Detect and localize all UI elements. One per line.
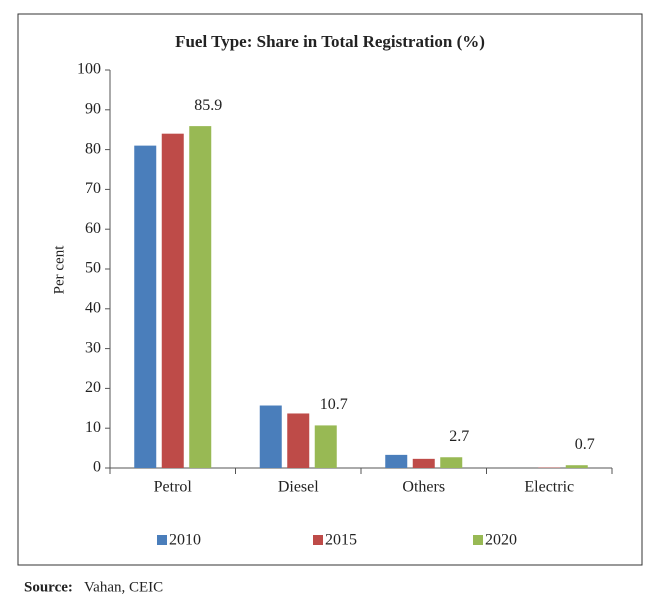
data-label: 10.7 xyxy=(320,396,348,413)
bar xyxy=(189,126,212,469)
bar xyxy=(412,458,435,468)
y-tick-label: 0 xyxy=(93,459,101,476)
y-tick-label: 80 xyxy=(85,140,101,157)
data-label: 0.7 xyxy=(575,436,595,453)
chart-frame xyxy=(17,13,643,566)
bar xyxy=(259,405,282,468)
source: Vahan, CEIC xyxy=(84,579,163,595)
x-tick-label: Petrol xyxy=(154,479,193,496)
y-axis-label: Per cent xyxy=(51,245,67,295)
y-tick-label: 40 xyxy=(85,299,101,316)
legend-label: 2020 xyxy=(485,532,517,549)
source-label: Source: xyxy=(24,579,73,595)
legend-swatch xyxy=(157,535,167,545)
bar xyxy=(134,145,157,468)
legend-swatch xyxy=(473,535,483,545)
bar xyxy=(385,454,408,468)
y-tick-label: 60 xyxy=(85,220,101,237)
y-tick-label: 20 xyxy=(85,379,101,396)
y-tick-label: 10 xyxy=(85,419,101,436)
bar xyxy=(287,413,310,468)
y-tick-label: 50 xyxy=(85,260,101,277)
x-tick-label: Diesel xyxy=(278,479,319,496)
legend-label: 2015 xyxy=(325,532,357,549)
bar xyxy=(314,425,337,468)
y-tick-label: 100 xyxy=(77,61,101,78)
legend-swatch xyxy=(313,535,323,545)
bar xyxy=(565,465,588,468)
bar xyxy=(440,457,463,468)
data-label: 85.9 xyxy=(194,97,222,114)
bar xyxy=(161,133,184,468)
y-tick-label: 70 xyxy=(85,180,101,197)
x-tick-label: Others xyxy=(402,479,445,496)
data-label: 2.7 xyxy=(449,428,469,445)
y-tick-label: 90 xyxy=(85,100,101,117)
chart-title: Fuel Type: Share in Total Registration (… xyxy=(175,32,485,51)
x-tick-label: Electric xyxy=(524,479,574,496)
y-tick-label: 30 xyxy=(85,339,101,356)
legend-label: 2010 xyxy=(169,532,201,549)
